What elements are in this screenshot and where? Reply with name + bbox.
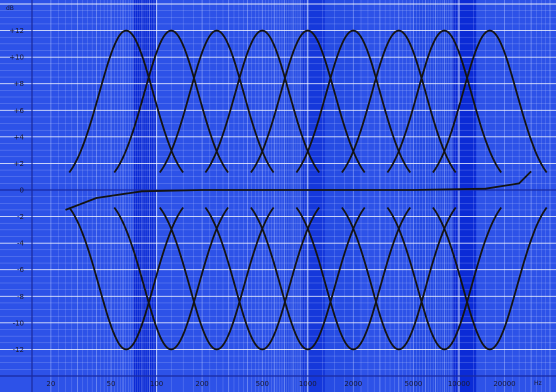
x-unit-label: Hz — [534, 380, 542, 387]
y-tick-label: +4 — [14, 133, 25, 141]
x-tick-label: 10000 — [448, 380, 470, 388]
cut-curve-8 — [432, 206, 548, 351]
y-tick-label: -2 — [17, 213, 24, 221]
y-tick-label: -6 — [17, 266, 25, 274]
boost-curve-2 — [159, 29, 275, 174]
cut-curve-2 — [159, 206, 275, 351]
x-tick-label: 500 — [256, 380, 269, 388]
boost-curve-6 — [341, 29, 457, 174]
y-tick-label: +6 — [14, 107, 25, 115]
boost-curve-4 — [250, 29, 366, 174]
x-tick-label: 5000 — [405, 380, 423, 388]
x-tick-label: 2000 — [344, 380, 362, 388]
y-tick-label: +2 — [14, 160, 24, 168]
y-tick-label: 0 — [20, 187, 24, 195]
y-tick-label: -10 — [13, 319, 24, 327]
y-tick-labels: +12 +10 +8 +6 +4 +2 0 -2 -4 -6 -8 -10 -12 — [9, 27, 24, 354]
x-tick-label: 1000 — [299, 380, 317, 388]
x-tick-labels: 20 50 100 200 500 1000 2000 5000 10000 20000 — [46, 380, 515, 388]
curves-group — [65, 29, 548, 351]
x-tick-label: 20000 — [493, 380, 515, 388]
y-tick-label: +8 — [14, 80, 24, 88]
x-tick-label: 200 — [195, 380, 208, 388]
cut-curve-1 — [113, 206, 229, 351]
boost-curve-8 — [432, 29, 548, 174]
cut-curve-5 — [295, 206, 411, 351]
mid-band-1 — [413, 0, 453, 392]
cut-curve-7 — [386, 206, 502, 351]
cut-curve-0 — [68, 206, 184, 351]
boost-curve-5 — [295, 29, 411, 174]
x-tick-label: 20 — [46, 380, 55, 388]
cut-curve-3 — [204, 206, 320, 351]
x-tick-label: 50 — [107, 380, 116, 388]
y-tick-label: +12 — [9, 27, 24, 35]
boost-curve-3 — [204, 29, 320, 174]
flat-response-curve — [65, 170, 532, 211]
y-tick-label: +10 — [9, 54, 24, 62]
boost-curve-0 — [68, 29, 184, 174]
cut-curve-4 — [250, 206, 366, 351]
y-unit-label: dB — [6, 5, 14, 12]
cut-curve-6 — [341, 206, 457, 351]
boost-curve-1 — [113, 29, 229, 174]
y-tick-label: -8 — [17, 293, 24, 301]
y-tick-label: -4 — [17, 240, 25, 248]
y-tick-label: -12 — [13, 346, 24, 354]
x-tick-label: 100 — [150, 380, 163, 388]
boost-curve-7 — [386, 29, 502, 174]
